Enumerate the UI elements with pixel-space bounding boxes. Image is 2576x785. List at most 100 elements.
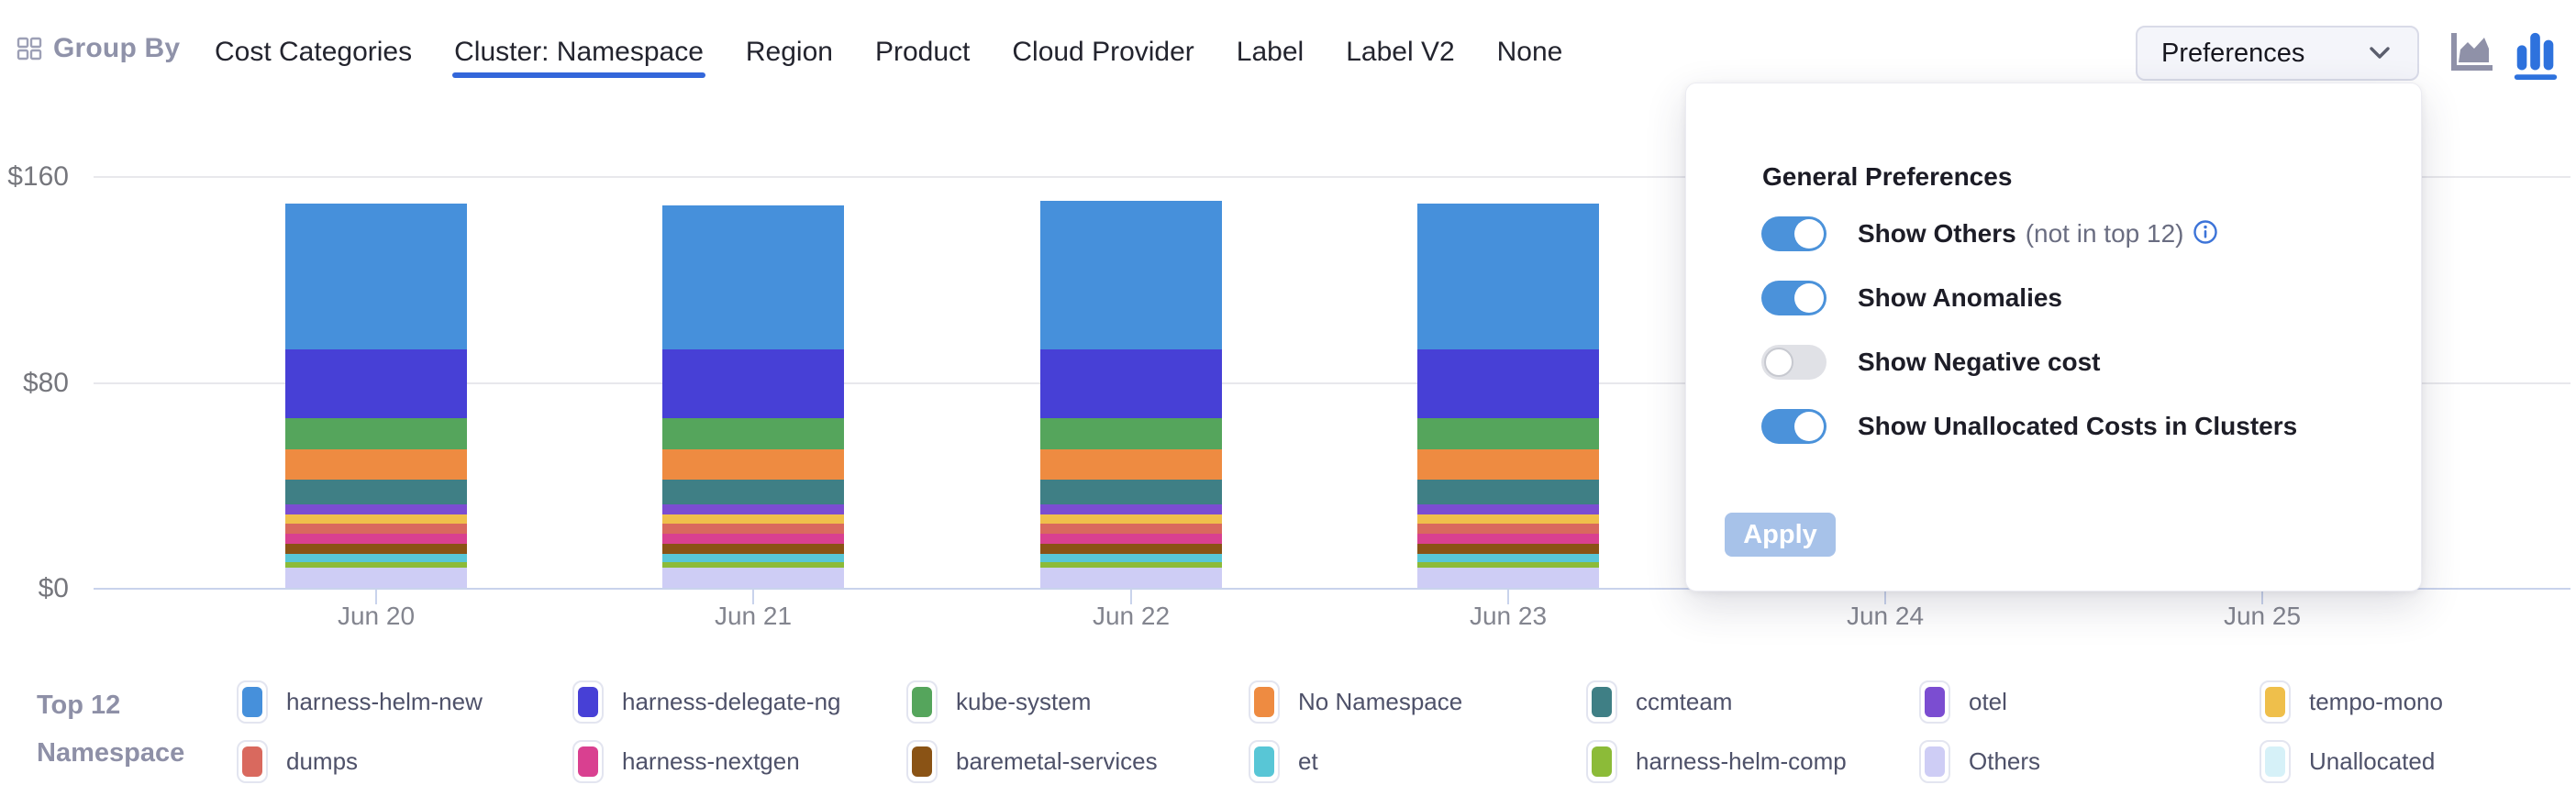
bar-segment-dumps[interactable] (285, 524, 467, 535)
bar-segment-harness-nextgen[interactable] (1040, 534, 1222, 545)
bar-segment-tempo-mono[interactable] (1040, 514, 1222, 525)
bar-segment-otel[interactable] (1417, 504, 1599, 515)
legend-item-unallocated: Unallocated (2260, 740, 2435, 783)
bar-segment-otel[interactable] (1040, 504, 1222, 515)
bar-segment-dumps[interactable] (662, 524, 844, 535)
bar-segment-harness-helm-new[interactable] (662, 205, 844, 350)
legend-color-chip[interactable] (1249, 680, 1280, 724)
bar-segment-tempo-mono[interactable] (285, 514, 467, 525)
bar-segment-harness-delegate-ng[interactable] (1417, 349, 1599, 419)
x-axis-tick (2261, 590, 2263, 604)
legend-color-chip[interactable] (572, 680, 604, 724)
bar-segment-harness-delegate-ng[interactable] (662, 349, 844, 419)
legend-item-otel: otel (1919, 680, 2007, 724)
bar-segment-kube-system[interactable] (1417, 418, 1599, 450)
bar-segment-ccmteam[interactable] (662, 480, 844, 505)
bar-segment-kube-system[interactable] (285, 418, 467, 450)
bar-segment-ccmteam[interactable] (1040, 480, 1222, 505)
bar-segment-harness-nextgen[interactable] (285, 534, 467, 545)
bar-segment-harness-helm-comp[interactable] (662, 562, 844, 569)
bar-segment-et[interactable] (1417, 554, 1599, 563)
bar-segment-dumps[interactable] (1040, 524, 1222, 535)
tab-product[interactable]: Product (874, 37, 971, 67)
bar-segment-otel[interactable] (662, 504, 844, 515)
apply-button[interactable]: Apply (1725, 513, 1836, 557)
bar-segment-kube-system[interactable] (1040, 418, 1222, 450)
toggle-show-anomalies[interactable] (1761, 281, 1827, 315)
legend-item-label: otel (1969, 688, 2007, 715)
tab-cluster-namespace[interactable]: Cluster: Namespace (452, 35, 705, 78)
bar-segment-no-namespace[interactable] (662, 449, 844, 481)
legend-color-chip[interactable] (1919, 740, 1950, 783)
bar-segment-harness-helm-new[interactable] (1040, 201, 1222, 350)
bar-segment-ccmteam[interactable] (1417, 480, 1599, 505)
x-axis-label: Jun 24 (1846, 602, 1925, 630)
legend-color-chip[interactable] (1249, 740, 1280, 783)
bar-segment-ccmteam[interactable] (285, 480, 467, 505)
legend-color-chip[interactable] (2260, 680, 2291, 724)
bar-segment-others[interactable] (1417, 568, 1599, 588)
legend-title-line2: Namespace (37, 738, 185, 768)
legend-color-chip[interactable] (572, 740, 604, 783)
toggle-show-others[interactable] (1761, 216, 1827, 251)
preferences-popup-title: General Preferences (1762, 162, 2013, 191)
tab-region[interactable]: Region (745, 37, 833, 67)
tab-cost-categories[interactable]: Cost Categories (215, 37, 413, 67)
bar-segment-otel[interactable] (285, 504, 467, 515)
bar-segment-baremetal-services[interactable] (662, 544, 844, 555)
bar-segment-others[interactable] (1040, 568, 1222, 588)
tab-cloud-provider[interactable]: Cloud Provider (1012, 37, 1194, 67)
bar-segment-tempo-mono[interactable] (1417, 514, 1599, 525)
bar-segment-kube-system[interactable] (662, 418, 844, 450)
legend-color-chip[interactable] (1586, 740, 1617, 783)
bar-segment-no-namespace[interactable] (1417, 449, 1599, 481)
legend-item-et: et (1249, 740, 1318, 783)
bar-segment-baremetal-services[interactable] (1040, 544, 1222, 555)
legend-color-chip[interactable] (237, 680, 268, 724)
area-chart-icon[interactable] (2448, 29, 2495, 81)
bar-segment-et[interactable] (285, 554, 467, 563)
bar-segment-others[interactable] (662, 568, 844, 588)
legend-item-label: et (1298, 747, 1318, 775)
bar-segment-no-namespace[interactable] (285, 449, 467, 481)
legend-color-chip[interactable] (1586, 680, 1617, 724)
tab-label[interactable]: Label (1236, 37, 1305, 67)
tab-none[interactable]: None (1496, 37, 1563, 67)
legend-color-chip[interactable] (237, 740, 268, 783)
bar-segment-baremetal-services[interactable] (285, 544, 467, 555)
bar-segment-harness-helm-new[interactable] (1417, 204, 1599, 350)
bar-segment-baremetal-services[interactable] (1417, 544, 1599, 555)
legend-color-chip[interactable] (906, 740, 938, 783)
preference-row-show-unallocated-costs-in-clusters: Show Unallocated Costs in Clusters (1761, 409, 2297, 444)
legend-color-chip[interactable] (906, 680, 938, 724)
preferences-dropdown-button[interactable]: Preferences (2136, 26, 2419, 81)
bar-segment-others[interactable] (285, 568, 467, 588)
x-axis-label: Jun 20 (337, 602, 416, 630)
legend-color-chip[interactable] (1919, 680, 1950, 724)
bar-segment-harness-nextgen[interactable] (1417, 534, 1599, 545)
x-axis-tick (752, 590, 754, 604)
bar-segment-harness-delegate-ng[interactable] (285, 349, 467, 419)
toggle-show-unallocated-costs-in-clusters[interactable] (1761, 409, 1827, 444)
bar-segment-harness-helm-comp[interactable] (285, 562, 467, 569)
bar-segment-et[interactable] (1040, 554, 1222, 563)
toggle-show-negative-cost[interactable] (1761, 345, 1827, 380)
preference-label: Show Negative cost (1858, 348, 2101, 376)
legend-color-swatch (1592, 746, 1612, 777)
bar-segment-et[interactable] (662, 554, 844, 563)
bar-segment-harness-helm-comp[interactable] (1417, 562, 1599, 569)
bar-segment-dumps[interactable] (1417, 524, 1599, 535)
tab-label-v2[interactable]: Label V2 (1346, 37, 1455, 67)
bar-segment-harness-delegate-ng[interactable] (1040, 349, 1222, 419)
bar-segment-harness-helm-new[interactable] (285, 204, 467, 350)
info-icon[interactable] (2193, 219, 2218, 249)
bar-segment-tempo-mono[interactable] (662, 514, 844, 525)
bar-segment-no-namespace[interactable] (1040, 449, 1222, 481)
bar-segment-harness-nextgen[interactable] (662, 534, 844, 545)
group-by-control: Group By (17, 33, 180, 64)
bar-segment-harness-helm-comp[interactable] (1040, 562, 1222, 569)
x-axis-tick (1130, 590, 1132, 604)
bar-chart-icon[interactable] (2512, 29, 2559, 81)
toggle-knob (1794, 219, 1824, 249)
legend-color-chip[interactable] (2260, 740, 2291, 783)
